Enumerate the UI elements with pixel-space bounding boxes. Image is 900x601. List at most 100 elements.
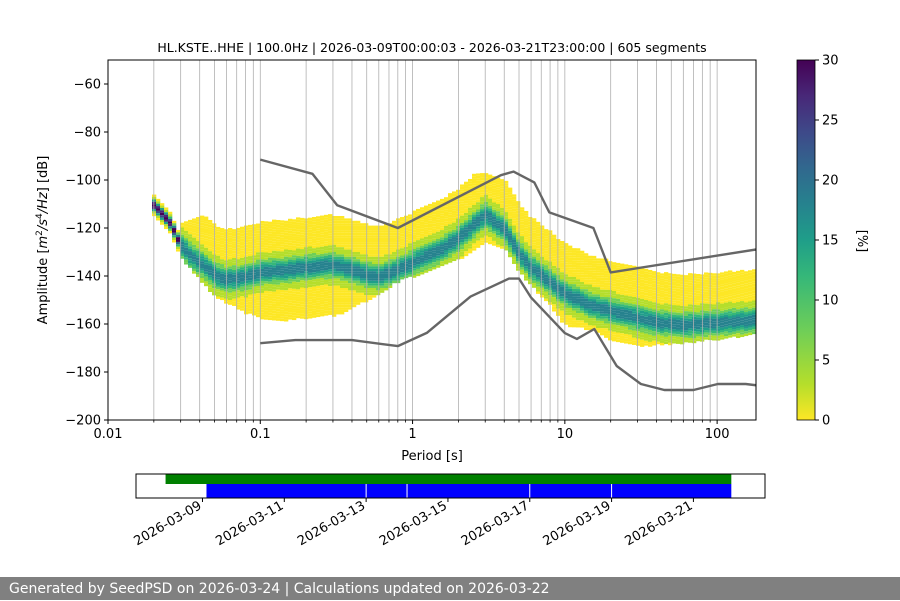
density-cell [452, 246, 457, 250]
density-cell [276, 222, 281, 225]
density-cell [480, 213, 485, 217]
density-cell [228, 251, 233, 255]
density-cell [644, 319, 649, 322]
density-cell [672, 290, 677, 294]
density-cell [468, 210, 473, 213]
density-cell [252, 233, 257, 237]
density-cell [564, 274, 569, 277]
density-cell [684, 277, 689, 280]
density-cell [364, 247, 369, 250]
density-cell [520, 233, 525, 237]
density-cell [612, 278, 617, 282]
density-cell [624, 288, 629, 291]
density-cell [544, 293, 549, 297]
density-cell [200, 268, 205, 271]
density-cell [392, 261, 397, 264]
density-cell [688, 328, 693, 331]
density-cell [348, 259, 353, 262]
density-cell [580, 286, 585, 290]
density-cell [324, 289, 329, 292]
density-cell [280, 246, 285, 250]
density-cell [248, 263, 253, 266]
density-cell [532, 263, 537, 267]
density-cell [744, 271, 749, 274]
density-cell [424, 243, 429, 247]
density-cell [376, 249, 381, 252]
density-cell [376, 290, 381, 293]
density-cell [256, 259, 261, 262]
density-cell [596, 291, 601, 295]
density-cell [268, 293, 273, 297]
density-cell [696, 297, 701, 301]
density-cell [568, 264, 573, 268]
density-cell [492, 219, 497, 222]
density-cell [272, 255, 277, 259]
density-cell [232, 303, 237, 306]
density-cell [380, 230, 385, 233]
density-cell [564, 247, 569, 251]
density-cell [220, 276, 225, 279]
density-cell [364, 276, 369, 279]
density-cell [284, 295, 289, 298]
density-cell [736, 333, 741, 336]
density-cell [296, 255, 301, 259]
density-cell [476, 202, 481, 205]
density-cell [268, 272, 273, 275]
density-cell [628, 337, 633, 340]
density-cell [736, 285, 741, 288]
density-cell [384, 254, 389, 257]
density-cell [432, 259, 437, 263]
density-cell [268, 286, 273, 289]
density-cell [244, 297, 249, 300]
x-axis-label: Period [s] [401, 449, 463, 464]
density-cell [712, 290, 717, 293]
density-cell [256, 271, 261, 274]
density-cell [488, 232, 493, 235]
density-cell [492, 192, 497, 196]
density-cell [272, 267, 277, 271]
density-cell [712, 306, 717, 310]
density-cell [572, 312, 577, 316]
density-cell [268, 252, 273, 256]
density-cell [288, 257, 293, 260]
density-cell [500, 181, 505, 184]
density-cell [288, 240, 293, 243]
density-cell [532, 223, 537, 226]
density-cell [632, 330, 637, 333]
density-cell [356, 235, 361, 238]
density-cell [400, 243, 405, 246]
density-cell [444, 261, 449, 265]
density-cell [568, 255, 573, 258]
density-cell [176, 232, 181, 235]
density-cell [300, 285, 305, 288]
density-cell [488, 215, 493, 218]
density-cell [364, 300, 369, 303]
density-cell [652, 311, 657, 315]
density-cell [660, 311, 665, 315]
density-cell [216, 241, 221, 244]
density-cell [672, 285, 677, 289]
density-cell [564, 319, 569, 323]
density-cell [632, 313, 637, 317]
density-cell [444, 247, 449, 250]
density-cell [260, 307, 265, 310]
density-cell [288, 302, 293, 306]
density-cell [252, 248, 257, 251]
density-cell [260, 254, 265, 257]
density-cell [436, 236, 441, 239]
density-cell [724, 321, 729, 325]
density-cell [392, 259, 397, 262]
density-cell [664, 279, 669, 282]
density-cell [436, 219, 441, 223]
x-tick-label: 100 [705, 427, 730, 442]
density-cell [748, 313, 753, 316]
density-cell [572, 305, 577, 309]
density-cell [252, 301, 257, 304]
density-cell [736, 275, 741, 279]
density-cell [416, 211, 421, 214]
density-cell [540, 275, 545, 279]
density-cell [676, 312, 681, 316]
density-cell [684, 318, 689, 321]
density-cell [332, 312, 337, 315]
density-cell [360, 225, 365, 228]
